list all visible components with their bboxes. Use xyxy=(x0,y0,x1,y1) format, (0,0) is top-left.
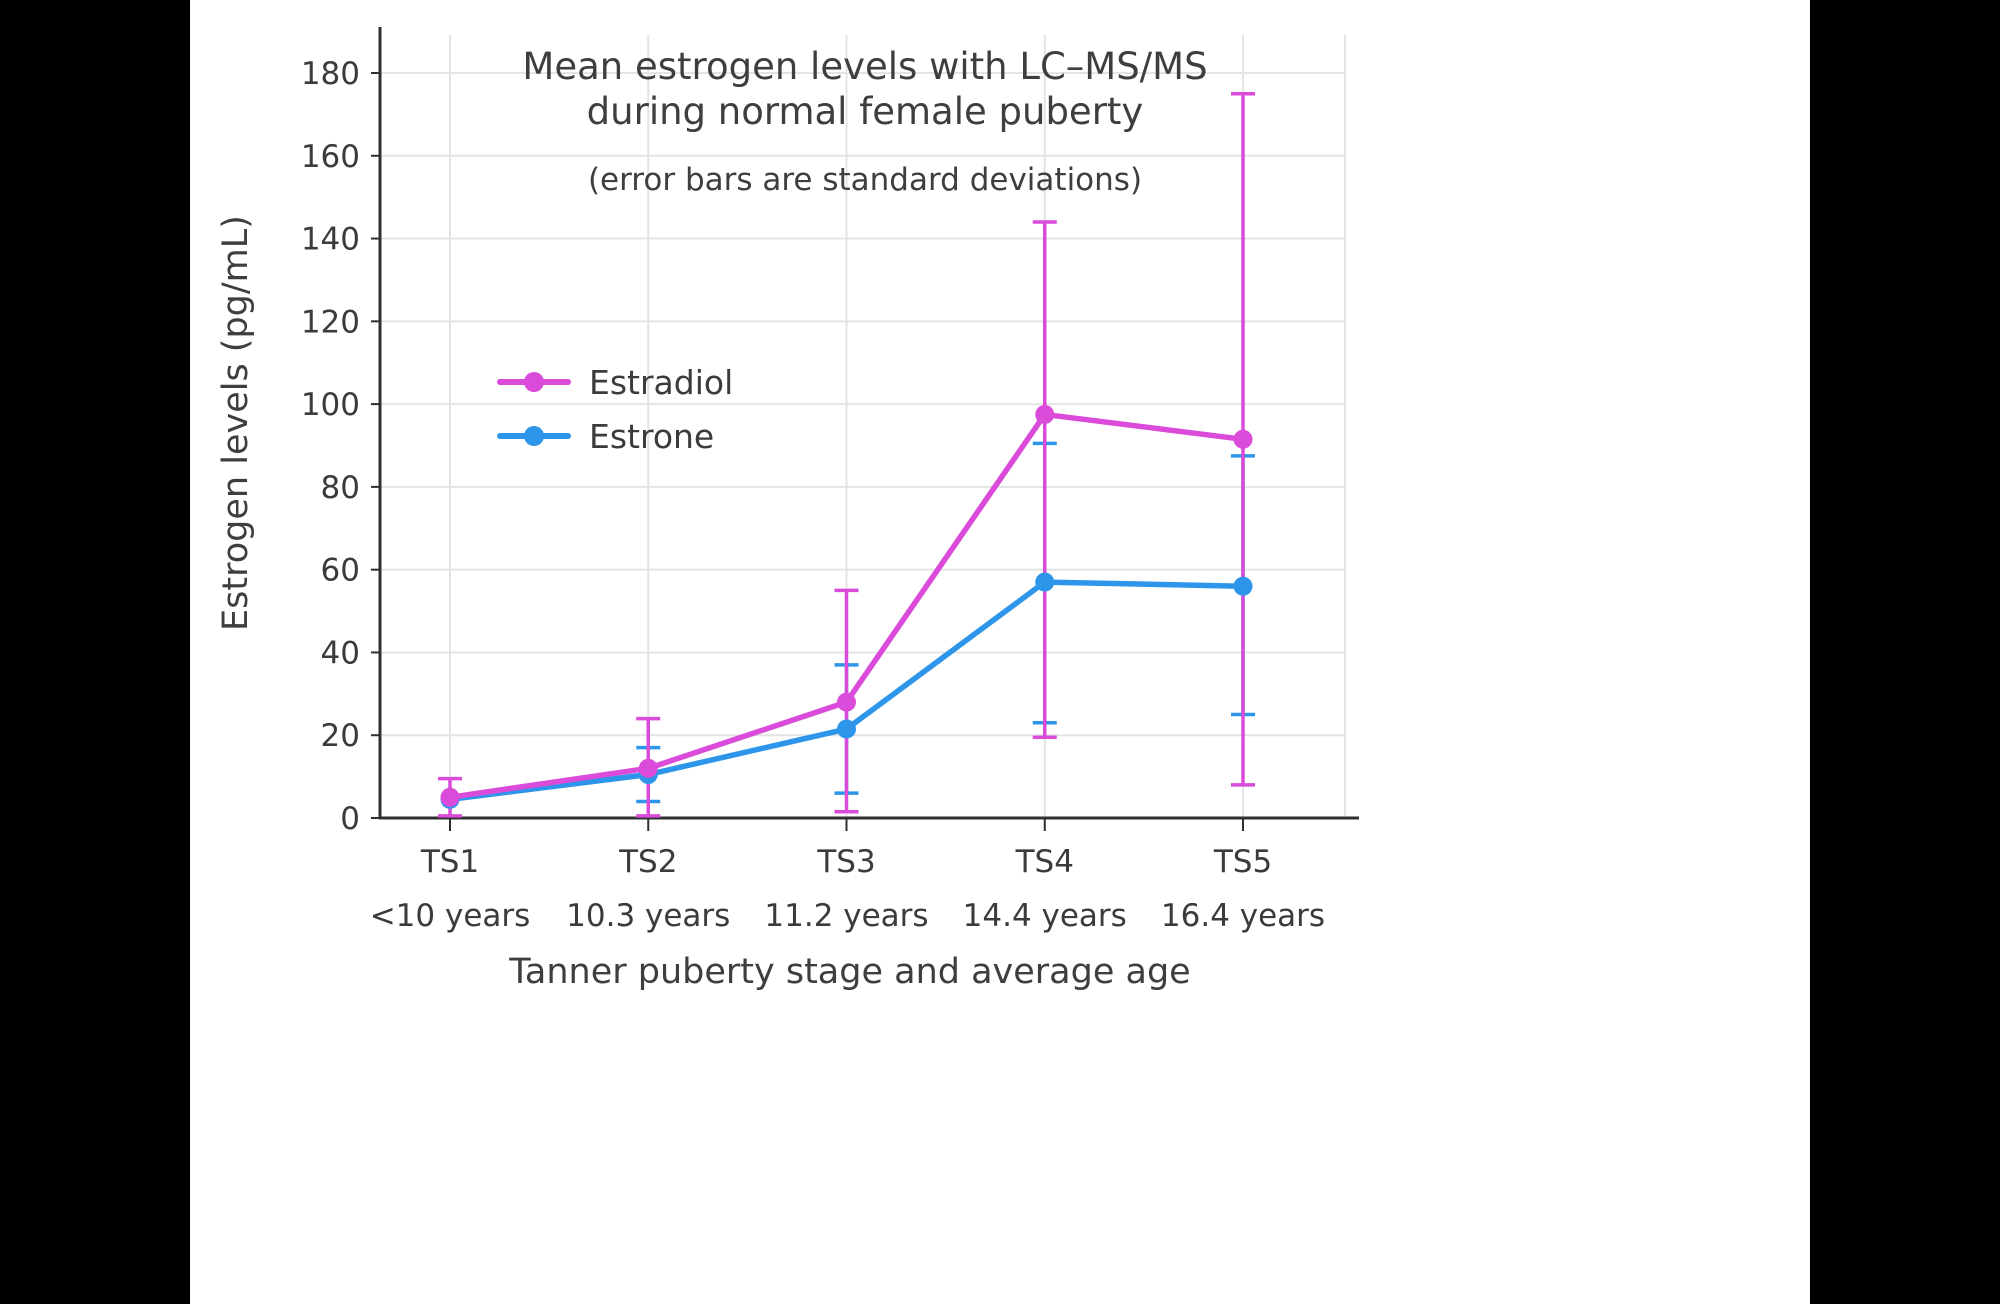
x-tick-sublabel: 11.2 years xyxy=(764,898,928,934)
chart-title-line1: Mean estrogen levels with LC–MS/MS xyxy=(522,45,1208,88)
legend-label-estradiol: Estradiol xyxy=(589,362,734,402)
chart-title: Mean estrogen levels with LC–MS/MS durin… xyxy=(522,44,1207,134)
y-tick-label: 60 xyxy=(321,553,360,589)
estradiol-point xyxy=(837,692,856,712)
x-tick-sublabel: 16.4 years xyxy=(1161,898,1325,934)
legend: Estradiol Estrone xyxy=(497,358,733,466)
y-tick-label: 160 xyxy=(301,139,360,175)
estradiol-point xyxy=(440,787,460,807)
x-tick-sublabel: 14.4 years xyxy=(963,898,1127,934)
line-chart: 0 20 40 60 80 100 120 140 160 180 TS1 <10 years TS2 1… xyxy=(301,27,1359,934)
legend-label-estrone: Estrone xyxy=(589,416,715,456)
estradiol-point xyxy=(1035,404,1055,424)
estrone-point xyxy=(1035,572,1055,592)
estrone-line-marker-icon xyxy=(497,426,571,446)
chart-subtitle: (error bars are standard deviations) xyxy=(587,162,1143,198)
estrone-point xyxy=(1233,576,1253,596)
x-axis-label: Tanner puberty stage and average age xyxy=(509,952,1191,992)
x-tick-label: TS2 xyxy=(618,844,677,880)
y-tick-label: 100 xyxy=(301,387,360,423)
estradiol-point xyxy=(1233,429,1253,449)
legend-item-estrone[interactable]: Estrone xyxy=(497,412,733,460)
y-tick-label: 40 xyxy=(321,635,360,671)
y-tick-label: 80 xyxy=(321,470,360,506)
estrone-point xyxy=(837,719,856,739)
chart-canvas: 0 20 40 60 80 100 120 140 160 180 TS1 <10 years TS2 1… xyxy=(190,0,1810,1304)
chart-title-line2: during normal female puberty xyxy=(586,90,1144,134)
y-tick-label: 0 xyxy=(340,801,360,837)
estradiol-dot-icon xyxy=(524,372,544,392)
y-tick-label: 180 xyxy=(301,56,360,92)
y-tick-label: 140 xyxy=(301,222,360,258)
legend-item-estradiol[interactable]: Estradiol xyxy=(497,358,733,406)
y-tick-label: 20 xyxy=(321,718,360,754)
x-tick-sublabel: 10.3 years xyxy=(566,898,730,934)
x-tick-label: TS4 xyxy=(1015,844,1074,880)
x-tick-label: TS1 xyxy=(420,844,479,880)
y-tick-label: 120 xyxy=(301,304,360,340)
y-axis-label: Estrogen levels (pg/mL) xyxy=(216,215,256,631)
estradiol-line-marker-icon xyxy=(497,372,571,392)
x-tick-sublabel: <10 years xyxy=(370,898,531,934)
x-tick-label: TS5 xyxy=(1213,844,1272,880)
estradiol-point xyxy=(638,758,658,778)
x-tick-label: TS3 xyxy=(816,844,875,880)
estrone-dot-icon xyxy=(524,426,544,446)
